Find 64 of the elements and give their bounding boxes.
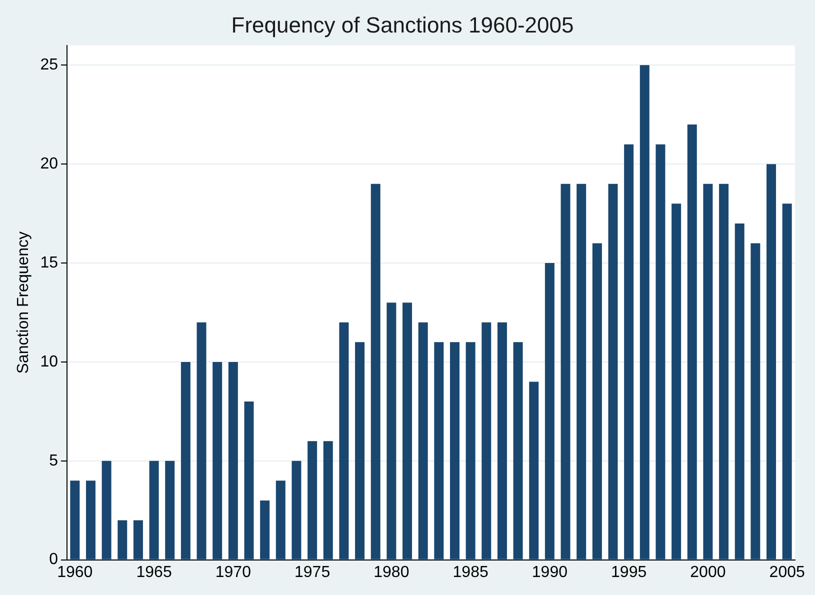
bar [180,362,190,560]
bar [687,124,697,560]
bar [466,342,476,560]
bar [276,480,286,560]
bar [386,302,396,560]
bar [576,184,586,560]
bar [118,520,128,560]
bar [482,322,492,560]
bar [560,184,570,560]
bar [608,184,618,560]
bar [656,144,666,560]
y-tick-label: 15 [40,254,58,272]
bar [165,460,175,560]
x-tick-label: 1965 [136,564,172,581]
bar [640,65,650,560]
bar [308,441,318,560]
bar [355,342,365,560]
bar [149,460,159,560]
x-tick-label: 1975 [294,564,330,581]
bar [212,362,222,560]
bar [434,342,444,560]
bar [370,184,380,560]
bar [70,480,80,560]
x-tick-label: 1970 [215,564,252,581]
bar [339,322,349,560]
bar [703,184,713,560]
bar [228,362,238,560]
bar [418,322,428,560]
bar [766,164,776,560]
x-tick-label: 1980 [374,564,410,581]
bar [450,342,460,560]
bar [592,243,602,560]
bar [750,243,760,560]
bar [672,204,682,560]
y-tick-label: 5 [49,452,58,470]
bar [196,322,206,560]
y-tick-label: 25 [40,56,58,74]
chart-title: Frequency of Sanctions 1960-2005 [231,12,574,38]
y-axis-title: Sanction Frequency [15,231,32,374]
x-tick-label: 1960 [57,564,93,581]
x-tick-label: 1985 [452,564,488,581]
bar [544,263,554,560]
bar [734,223,744,560]
bar [292,460,302,560]
bar [260,500,270,560]
bar [719,184,729,560]
y-tick-label: 10 [40,353,58,370]
bar [133,520,143,560]
x-tick-label: 1990 [532,564,568,581]
bar [86,480,96,560]
bar [402,302,412,560]
bar [323,441,333,560]
y-tick-label: 20 [40,156,58,173]
bar [529,382,539,560]
bar [244,402,254,560]
bar [513,342,523,560]
bar [782,204,792,560]
x-tick-label: 2005 [769,564,805,581]
y-tick-label: 0 [49,551,58,568]
bar [497,322,507,560]
bar [624,144,634,560]
bar [102,460,112,560]
x-tick-label: 2000 [690,564,726,581]
x-tick-label: 1995 [611,564,647,581]
